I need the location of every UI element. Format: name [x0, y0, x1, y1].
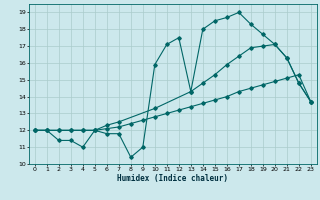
X-axis label: Humidex (Indice chaleur): Humidex (Indice chaleur)	[117, 174, 228, 183]
